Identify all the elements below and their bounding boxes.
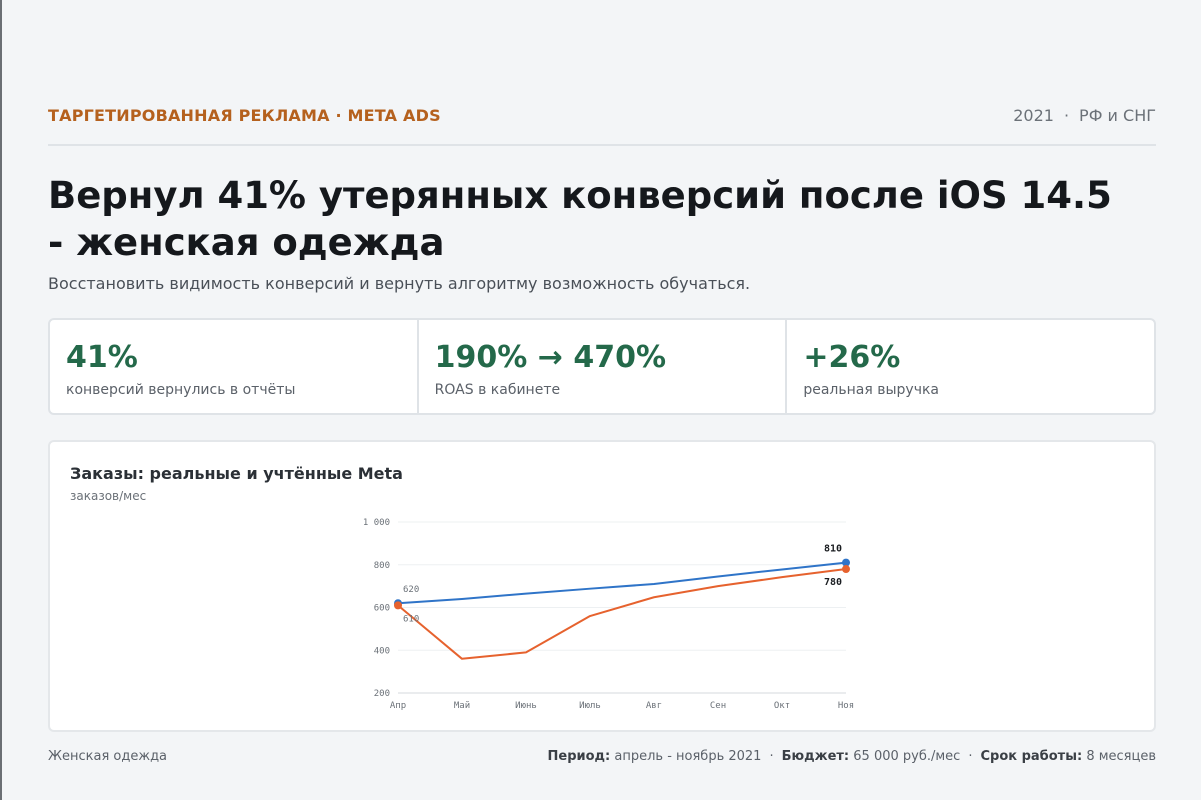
x-tick-label: Ноя — [838, 701, 854, 711]
region-label: РФ и СНГ — [1079, 106, 1156, 125]
separator: · — [769, 749, 774, 764]
series-point — [394, 601, 402, 610]
year-region: 2021 · РФ и СНГ — [1013, 106, 1156, 125]
niche-label: Женская одежда — [48, 749, 168, 764]
kpi-value: +26% — [803, 340, 901, 375]
page-title: Вернул 41% утерянных конверсий после iOS… — [48, 174, 1112, 264]
y-tick-label: 1 000 — [363, 518, 390, 528]
x-tick-label: Июнь — [515, 701, 537, 711]
data-label: 620 — [403, 585, 419, 595]
y-tick-label: 600 — [374, 604, 390, 614]
budget-label: Бюджет: — [781, 749, 850, 764]
x-tick-label: Сен — [710, 701, 726, 711]
separator: · — [968, 749, 973, 764]
y-tick-label: 400 — [374, 646, 390, 656]
kpi-label: ROAS в кабинете — [434, 382, 561, 398]
x-tick-label: Авг — [646, 701, 662, 711]
data-label: 810 — [824, 544, 842, 555]
data-label: 610 — [403, 614, 419, 624]
kpi-value: 41% — [66, 340, 138, 375]
chart-title: Заказы: реальные и учтённые Meta — [70, 464, 403, 483]
series-point — [842, 558, 850, 567]
duration-value: 8 месяцев — [1086, 749, 1156, 764]
kpi-card-revenue: +26% реальная выручка — [787, 320, 1154, 413]
top-bar: ТАРГЕТИРОВАННАЯ РЕКЛАМА · META ADS 2021 ·… — [48, 104, 1156, 146]
x-tick-label: Окт — [774, 701, 790, 711]
kpi-label: реальная выручка — [803, 382, 940, 398]
duration-label: Срок работы: — [980, 749, 1083, 764]
separator: · — [1063, 106, 1070, 125]
period-label: Период: — [547, 749, 611, 764]
case-page: ТАРГЕТИРОВАННАЯ РЕКЛАМА · META ADS 2021 ·… — [48, 0, 1156, 800]
series-point — [842, 565, 850, 574]
period-value: апрель - ноябрь 2021 — [614, 749, 762, 764]
series-line — [397, 568, 847, 660]
data-label: 780 — [824, 577, 842, 588]
chart-card: Заказы: реальные и учтённые Meta заказов… — [48, 440, 1156, 732]
budget-value: 65 000 руб./мес — [853, 749, 961, 764]
page-subtitle: Восстановить видимость конверсий и верну… — [48, 274, 751, 293]
kpi-value: 190% → 470% — [434, 340, 667, 375]
y-tick-label: 800 — [374, 561, 390, 571]
project-details: Период: апрель - ноябрь 2021 · Бюджет: 65 … — [548, 749, 1157, 764]
x-tick-label: Апр — [390, 701, 406, 711]
kpi-row: 41% конверсий вернулись в отчёты 190% → … — [48, 318, 1156, 415]
category-eyebrow: ТАРГЕТИРОВАННАЯ РЕКЛАМА · META ADS — [48, 106, 441, 125]
chart-y-unit: заказов/мес — [70, 489, 147, 503]
series-line — [397, 561, 847, 605]
kpi-card-conversions: 41% конверсий вернулись в отчёты — [50, 320, 419, 413]
x-tick-label: Май — [454, 701, 470, 711]
kpi-card-roas: 190% → 470% ROAS в кабинете — [419, 320, 788, 413]
y-tick-label: 200 — [374, 689, 390, 699]
x-tick-label: Июль — [579, 701, 601, 711]
orders-line-chart: 200 400 600 800 1 000 Апр Май Июнь Июль Авг Сен Окт… — [363, 518, 854, 711]
year-label: 2021 — [1013, 106, 1054, 125]
kpi-label: конверсий вернулись в отчёты — [66, 382, 296, 398]
